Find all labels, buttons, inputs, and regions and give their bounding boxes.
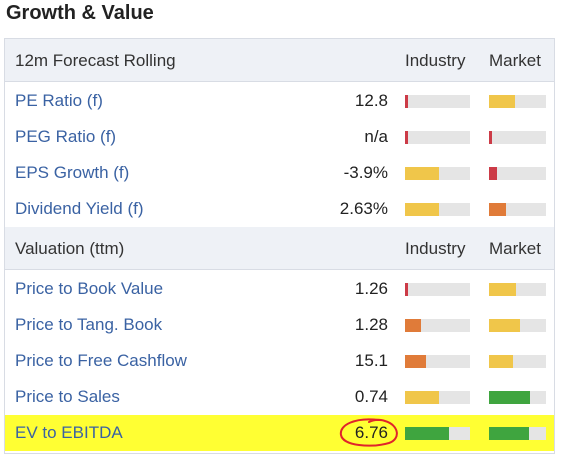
industry-column-header: Industry <box>405 239 466 258</box>
metric-name-link[interactable]: Price to Sales <box>15 387 120 406</box>
industry-bar <box>405 319 470 332</box>
industry-bar <box>405 95 470 108</box>
market-bar <box>489 391 546 404</box>
market-bar <box>489 319 546 332</box>
metric-value: 12.8 <box>354 91 388 110</box>
section-title: Growth & Value <box>6 2 154 24</box>
market-bar-fill <box>489 427 529 440</box>
market-bar-fill <box>489 355 513 368</box>
industry-bar <box>405 427 470 440</box>
market-bar <box>489 95 546 108</box>
metric-name-link[interactable]: Price to Tang. Book <box>15 315 163 334</box>
market-bar-fill <box>489 131 492 144</box>
industry-column-header: Industry <box>405 51 466 70</box>
metric-value: n/a <box>364 127 388 146</box>
metric-value: 6.76 <box>354 423 388 442</box>
metric-row: Price to Free Cashflow 15.1 <box>5 343 554 379</box>
section-header: Valuation (ttm) Industry Market <box>5 227 554 270</box>
metric-row: Price to Book Value 1.26 <box>5 271 554 307</box>
metric-name-link[interactable]: PEG Ratio (f) <box>15 127 117 146</box>
industry-bar-fill <box>405 131 409 144</box>
metric-name-link[interactable]: EV to EBITDA <box>15 423 123 442</box>
metric-value: 1.26 <box>354 279 388 298</box>
metric-row: EV to EBITDA 6.76 <box>5 415 554 451</box>
market-bar-fill <box>489 319 521 332</box>
metric-row: Dividend Yield (f) 2.63% <box>5 191 554 227</box>
metric-row: PEG Ratio (f) n/a <box>5 119 554 155</box>
industry-bar-fill <box>405 283 409 296</box>
market-bar-fill <box>489 391 531 404</box>
market-bar <box>489 131 546 144</box>
industry-bar-fill <box>405 427 450 440</box>
market-bar <box>489 203 546 216</box>
market-bar-fill <box>489 203 507 216</box>
metric-row: Price to Tang. Book 1.28 <box>5 307 554 343</box>
industry-bar-fill <box>405 95 409 108</box>
market-bar <box>489 167 546 180</box>
market-bar-fill <box>489 95 515 108</box>
metric-name-link[interactable]: Price to Book Value <box>15 279 164 298</box>
industry-bar <box>405 203 470 216</box>
metric-name-link[interactable]: EPS Growth (f) <box>15 163 130 182</box>
section-header-label: 12m Forecast Rolling <box>15 51 176 70</box>
metric-row: PE Ratio (f) 12.8 <box>5 83 554 119</box>
industry-bar-fill <box>405 203 439 216</box>
section-header-label: Valuation (ttm) <box>15 239 125 258</box>
industry-bar-fill <box>405 391 439 404</box>
market-bar-fill <box>489 167 497 180</box>
metric-row: Price to Sales 0.74 <box>5 379 554 415</box>
industry-bar <box>405 167 470 180</box>
industry-bar <box>405 355 470 368</box>
metric-value: 2.63% <box>339 199 388 218</box>
metric-name-link[interactable]: Price to Free Cashflow <box>15 351 187 370</box>
metric-value: 0.74 <box>354 387 388 406</box>
metric-row: EPS Growth (f) -3.9% <box>5 155 554 191</box>
market-bar <box>489 355 546 368</box>
metric-name-link[interactable]: Dividend Yield (f) <box>15 199 144 218</box>
industry-bar <box>405 391 470 404</box>
metric-name-link[interactable]: PE Ratio (f) <box>15 91 103 110</box>
industry-bar <box>405 283 470 296</box>
growth-value-panel: 12m Forecast Rolling Industry Market PE Rat… <box>4 38 555 454</box>
metric-value: 15.1 <box>354 351 388 370</box>
industry-bar-fill <box>405 167 439 180</box>
market-bar <box>489 427 546 440</box>
section-header: 12m Forecast Rolling Industry Market <box>5 39 554 82</box>
metric-value: -3.9% <box>343 163 388 182</box>
metric-value: 1.28 <box>354 315 388 334</box>
market-bar <box>489 283 546 296</box>
market-bar-fill <box>489 283 516 296</box>
industry-bar-fill <box>405 319 421 332</box>
market-column-header: Market <box>489 239 541 258</box>
industry-bar <box>405 131 470 144</box>
market-column-header: Market <box>489 51 541 70</box>
industry-bar-fill <box>405 355 427 368</box>
